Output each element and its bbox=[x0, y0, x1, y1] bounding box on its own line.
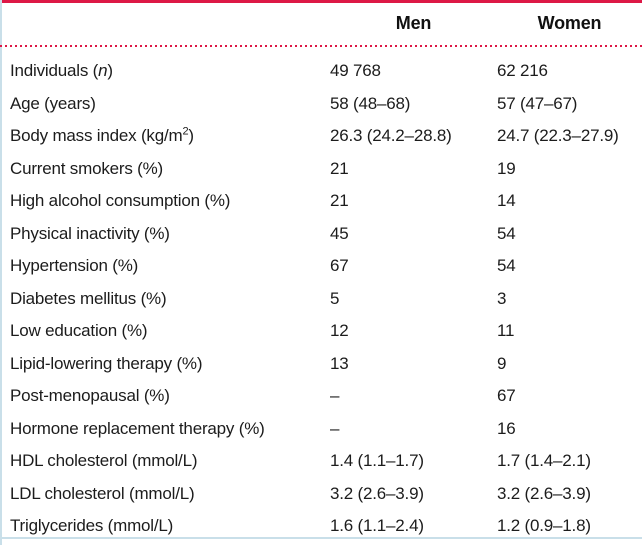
women-value: 3.2 (2.6–3.9) bbox=[497, 483, 591, 503]
row-label: HDL cholesterol (mmol/L) bbox=[0, 451, 330, 471]
row-label-text-after: ) bbox=[188, 126, 194, 146]
row-label-italic: n bbox=[98, 61, 108, 81]
women-value: 19 bbox=[497, 158, 516, 178]
men-value: 3.2 (2.6–3.9) bbox=[330, 483, 424, 503]
row-label: High alcohol consumption (%) bbox=[0, 191, 330, 211]
row-label-text: Lipid-lowering therapy (%) bbox=[10, 353, 203, 373]
row-label-text: Current smokers (%) bbox=[10, 158, 164, 178]
row-label-text: Hypertension (%) bbox=[10, 256, 139, 276]
table-row: High alcohol consumption (%) 21 14 bbox=[0, 185, 642, 218]
row-label-text: Body mass index (kg/m bbox=[10, 126, 183, 146]
table-row: Diabetes mellitus (%) 5 3 bbox=[0, 283, 642, 316]
women-value: 1.7 (1.4–2.1) bbox=[497, 451, 591, 471]
women-value: 54 bbox=[497, 223, 516, 243]
women-value: 62 216 bbox=[497, 61, 548, 81]
women-value: 54 bbox=[497, 256, 516, 276]
row-label-text: Physical inactivity (%) bbox=[10, 223, 170, 243]
row-label-text: Diabetes mellitus (%) bbox=[10, 288, 167, 308]
row-label-text: Low education (%) bbox=[10, 321, 148, 341]
men-value: 1.4 (1.1–1.7) bbox=[330, 451, 424, 471]
column-header-women: Women bbox=[537, 13, 602, 33]
row-label: Post-menopausal (%) bbox=[0, 386, 330, 406]
men-value: 21 bbox=[330, 191, 349, 211]
table-row: Physical inactivity (%) 45 54 bbox=[0, 218, 642, 251]
row-label: Body mass index (kg/m2) bbox=[0, 126, 330, 146]
row-label: Triglycerides (mmol/L) bbox=[0, 516, 330, 536]
women-value: 14 bbox=[497, 191, 516, 211]
men-value: 45 bbox=[330, 223, 349, 243]
women-value: 9 bbox=[497, 353, 507, 373]
men-value: – bbox=[330, 418, 340, 438]
row-label-text-after: ) bbox=[107, 61, 113, 81]
row-label: LDL cholesterol (mmol/L) bbox=[0, 484, 330, 504]
row-label-text: LDL cholesterol (mmol/L) bbox=[10, 483, 195, 503]
table-top-rule bbox=[0, 0, 642, 3]
row-label-text: Age (years) bbox=[10, 93, 96, 113]
men-value: 21 bbox=[330, 158, 349, 178]
row-label-text: Post-menopausal (%) bbox=[10, 386, 170, 406]
table-row: Hormone replacement therapy (%) – 16 bbox=[0, 413, 642, 446]
row-label-text: High alcohol consumption (%) bbox=[10, 191, 231, 211]
women-value: 57 (47–67) bbox=[497, 93, 578, 113]
row-label: Current smokers (%) bbox=[0, 159, 330, 179]
men-value: 26.3 (24.2–28.8) bbox=[330, 126, 452, 146]
table-row: Low education (%) 12 11 bbox=[0, 315, 642, 348]
row-label-sup: 2 bbox=[182, 125, 189, 138]
row-label: Age (years) bbox=[0, 94, 330, 114]
table-body: Individuals (n) 49 768 62 216 Age (years… bbox=[0, 47, 642, 543]
table-row: Current smokers (%) 21 19 bbox=[0, 153, 642, 186]
table-row: HDL cholesterol (mmol/L) 1.4 (1.1–1.7) 1… bbox=[0, 445, 642, 478]
page-bottom-edge bbox=[0, 537, 642, 539]
row-label: Diabetes mellitus (%) bbox=[0, 289, 330, 309]
row-label: Hormone replacement therapy (%) bbox=[0, 419, 330, 439]
women-value: 24.7 (22.3–27.9) bbox=[497, 126, 619, 146]
table-row: Triglycerides (mmol/L) 1.6 (1.1–2.4) 1.2… bbox=[0, 510, 642, 543]
men-value: 5 bbox=[330, 288, 340, 308]
table-row: Hypertension (%) 67 54 bbox=[0, 250, 642, 283]
table-header-row: Men Women bbox=[0, 3, 642, 44]
men-value: 58 (48–68) bbox=[330, 93, 411, 113]
men-value: 67 bbox=[330, 256, 349, 276]
men-value: – bbox=[330, 386, 340, 406]
table-row: Lipid-lowering therapy (%) 13 9 bbox=[0, 348, 642, 381]
women-value: 16 bbox=[497, 418, 516, 438]
row-label: Low education (%) bbox=[0, 321, 330, 341]
men-value: 12 bbox=[330, 321, 349, 341]
row-label-text: Triglycerides (mmol/L) bbox=[10, 516, 174, 536]
women-value: 3 bbox=[497, 288, 507, 308]
table-row: Age (years) 58 (48–68) 57 (47–67) bbox=[0, 88, 642, 121]
women-value: 11 bbox=[497, 321, 515, 341]
row-label-text: Hormone replacement therapy (%) bbox=[10, 418, 265, 438]
men-value: 13 bbox=[330, 353, 349, 373]
row-label-text: Individuals ( bbox=[10, 61, 99, 81]
row-label-text: HDL cholesterol (mmol/L) bbox=[10, 451, 198, 471]
men-value: 49 768 bbox=[330, 61, 381, 81]
row-label: Lipid-lowering therapy (%) bbox=[0, 354, 330, 374]
row-label: Individuals (n) bbox=[0, 61, 330, 81]
table-row: LDL cholesterol (mmol/L) 3.2 (2.6–3.9) 3… bbox=[0, 478, 642, 511]
table-row: Post-menopausal (%) – 67 bbox=[0, 380, 642, 413]
row-label: Hypertension (%) bbox=[0, 256, 330, 276]
table-row: Body mass index (kg/m2) 26.3 (24.2–28.8)… bbox=[0, 120, 642, 153]
table-row: Individuals (n) 49 768 62 216 bbox=[0, 55, 642, 88]
table-dotted-rule bbox=[0, 45, 642, 47]
page-left-edge bbox=[0, 0, 2, 545]
women-value: 1.2 (0.9–1.8) bbox=[497, 516, 591, 536]
men-value: 1.6 (1.1–2.4) bbox=[330, 516, 424, 536]
women-value: 67 bbox=[497, 386, 516, 406]
column-header-men: Men bbox=[395, 13, 432, 33]
row-label: Physical inactivity (%) bbox=[0, 224, 330, 244]
